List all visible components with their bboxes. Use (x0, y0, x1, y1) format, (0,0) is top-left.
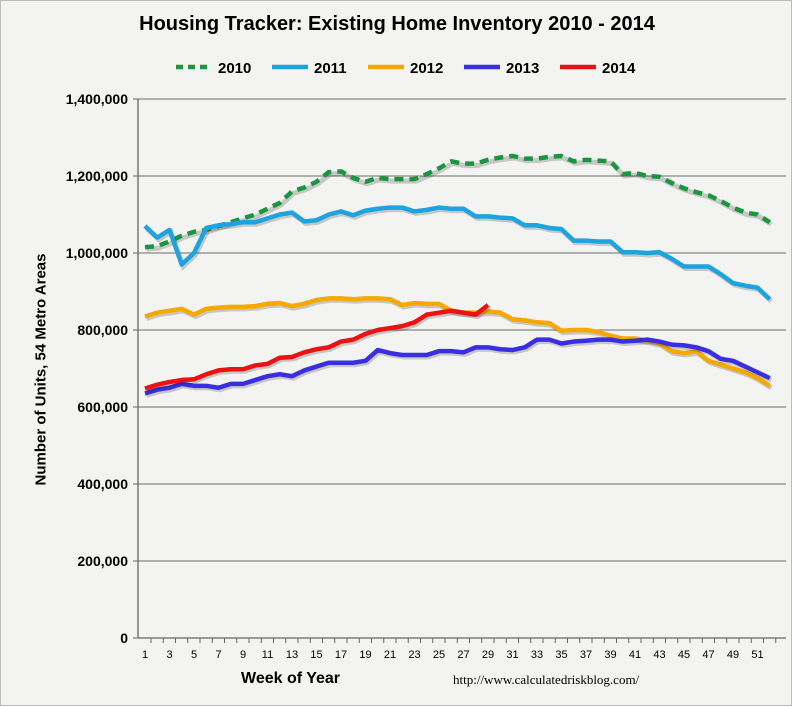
y-tick-label: 800,000 (77, 322, 128, 338)
x-tick-label: 35 (555, 649, 567, 661)
series-2013 (144, 337, 773, 398)
x-tick-label: 47 (702, 649, 714, 661)
x-tick-label: 21 (384, 649, 396, 661)
legend-label-2011: 2011 (314, 60, 347, 77)
x-tick-label: 29 (482, 649, 494, 661)
x-tick-label: 5 (191, 649, 197, 661)
x-tick-label: 43 (653, 649, 665, 661)
x-tick-label: 7 (215, 649, 221, 661)
y-tick-label: 400,000 (77, 476, 128, 492)
source-url: http://www.calculatedriskblog.com/ (453, 672, 640, 687)
legend-label-2013: 2013 (506, 60, 539, 77)
y-tick-label: 200,000 (77, 553, 128, 569)
series-2011 (143, 205, 773, 304)
y-tick-label: 1,400,000 (66, 91, 128, 107)
series-line-2013 (144, 337, 771, 396)
series-line-2010 (144, 153, 771, 250)
y-tick-label: 600,000 (77, 399, 128, 415)
x-tick-label: 15 (310, 649, 322, 661)
y-tick-label: 1,200,000 (66, 168, 128, 184)
x-tick-label: 51 (751, 649, 763, 661)
series-2010 (144, 153, 773, 252)
legend-label-2012: 2012 (410, 60, 443, 77)
series-line-2011 (143, 205, 772, 301)
x-tick-label: 41 (629, 649, 641, 661)
x-tick-label: 13 (286, 649, 298, 661)
x-tick-label: 23 (408, 649, 420, 661)
x-tick-label: 45 (678, 649, 690, 661)
y-tick-label: 0 (120, 630, 128, 646)
x-tick-label: 39 (604, 649, 616, 661)
x-tick-label: 37 (580, 649, 592, 661)
x-tick-label: 1 (142, 649, 148, 661)
x-tick-label: 11 (262, 649, 273, 661)
x-tick-label: 9 (240, 649, 246, 661)
series-shadow (146, 155, 773, 252)
x-tick-label: 27 (457, 649, 469, 661)
x-tick-label: 3 (166, 649, 172, 661)
x-tick-label: 33 (531, 649, 543, 661)
x-tick-label: 49 (727, 649, 739, 661)
legend-label-2010: 2010 (218, 60, 251, 77)
x-tick-label: 25 (433, 649, 445, 661)
y-tick-label: 1,000,000 (66, 245, 128, 261)
x-axis-label: Week of Year (241, 670, 341, 687)
legend-label-2014: 2014 (602, 60, 636, 77)
chart-title: Housing Tracker: Existing Home Inventory… (139, 13, 655, 35)
series-line-2014 (144, 303, 490, 391)
x-tick-label: 19 (359, 649, 371, 661)
x-tick-label: 17 (335, 649, 347, 661)
x-tick-label: 31 (506, 649, 518, 661)
series-2014 (144, 303, 492, 393)
